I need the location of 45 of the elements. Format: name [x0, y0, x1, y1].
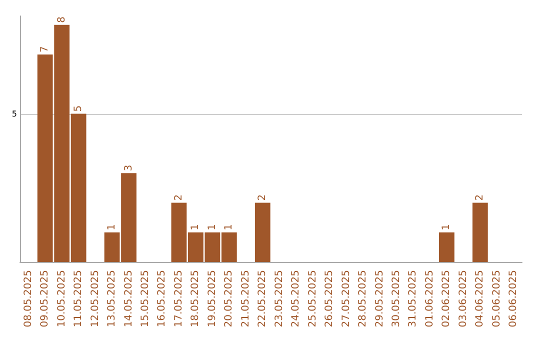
x-tick-label: 09.05.2025 [40, 270, 51, 328]
x-tick-label: 19.05.2025 [206, 270, 218, 328]
bar [472, 202, 488, 262]
x-tick-label: 17.05.2025 [173, 270, 184, 328]
data-label: 7 [40, 46, 51, 53]
x-tick-label: 01.06.2025 [424, 270, 436, 328]
data-label: 2 [257, 194, 268, 201]
x-tick-label: 11.05.2025 [73, 270, 84, 328]
data-label: 1 [441, 224, 452, 230]
x-tick-label: 13.05.2025 [106, 270, 118, 328]
x-tick-label: 21.05.2025 [240, 270, 252, 328]
x-tick-label: 12.05.2025 [90, 270, 101, 328]
x-tick-label: 29.05.2025 [374, 270, 386, 328]
x-tick-label: 08.05.2025 [22, 270, 34, 328]
x-tick-label: 05.06.2025 [491, 270, 502, 328]
x-tick-label: 22.05.2025 [257, 270, 268, 328]
data-label: 1 [206, 224, 218, 230]
x-tick-label: 25.05.2025 [307, 270, 318, 328]
x-tick-label: 31.05.2025 [408, 270, 419, 328]
x-tick-label: 26.05.2025 [324, 270, 336, 328]
x-tick-label: 28.05.2025 [358, 270, 369, 328]
data-label: 8 [56, 16, 68, 23]
x-tick-label: 03.06.2025 [458, 270, 469, 328]
x-tick-label: 24.05.2025 [290, 270, 302, 328]
data-label: 1 [106, 224, 118, 230]
data-label: 1 [224, 224, 235, 230]
x-tick-label: 18.05.2025 [190, 270, 202, 328]
data-label: 3 [123, 164, 134, 172]
data-label: 5 [73, 105, 84, 112]
x-tick-label: 20.05.2025 [224, 270, 235, 328]
x-tick-label: 06.06.2025 [508, 270, 520, 328]
x-tick-label: 27.05.2025 [340, 270, 352, 328]
x-tick-label: 02.06.2025 [441, 270, 452, 328]
x-tick-label: 30.05.2025 [391, 270, 402, 328]
data-label: 2 [173, 194, 184, 201]
x-tick-label: 23.05.2025 [274, 270, 285, 328]
bar [254, 202, 270, 262]
x-tick-label: 15.05.2025 [140, 270, 151, 328]
data-label: 1 [190, 224, 202, 230]
x-tick-label: 04.06.2025 [474, 270, 486, 328]
data-label: 2 [474, 194, 486, 201]
x-tick-label: 10.05.2025 [56, 270, 68, 328]
x-tick-label: 14.05.2025 [123, 270, 134, 328]
bar [439, 232, 454, 262]
x-tick-label: 16.05.2025 [156, 270, 168, 328]
